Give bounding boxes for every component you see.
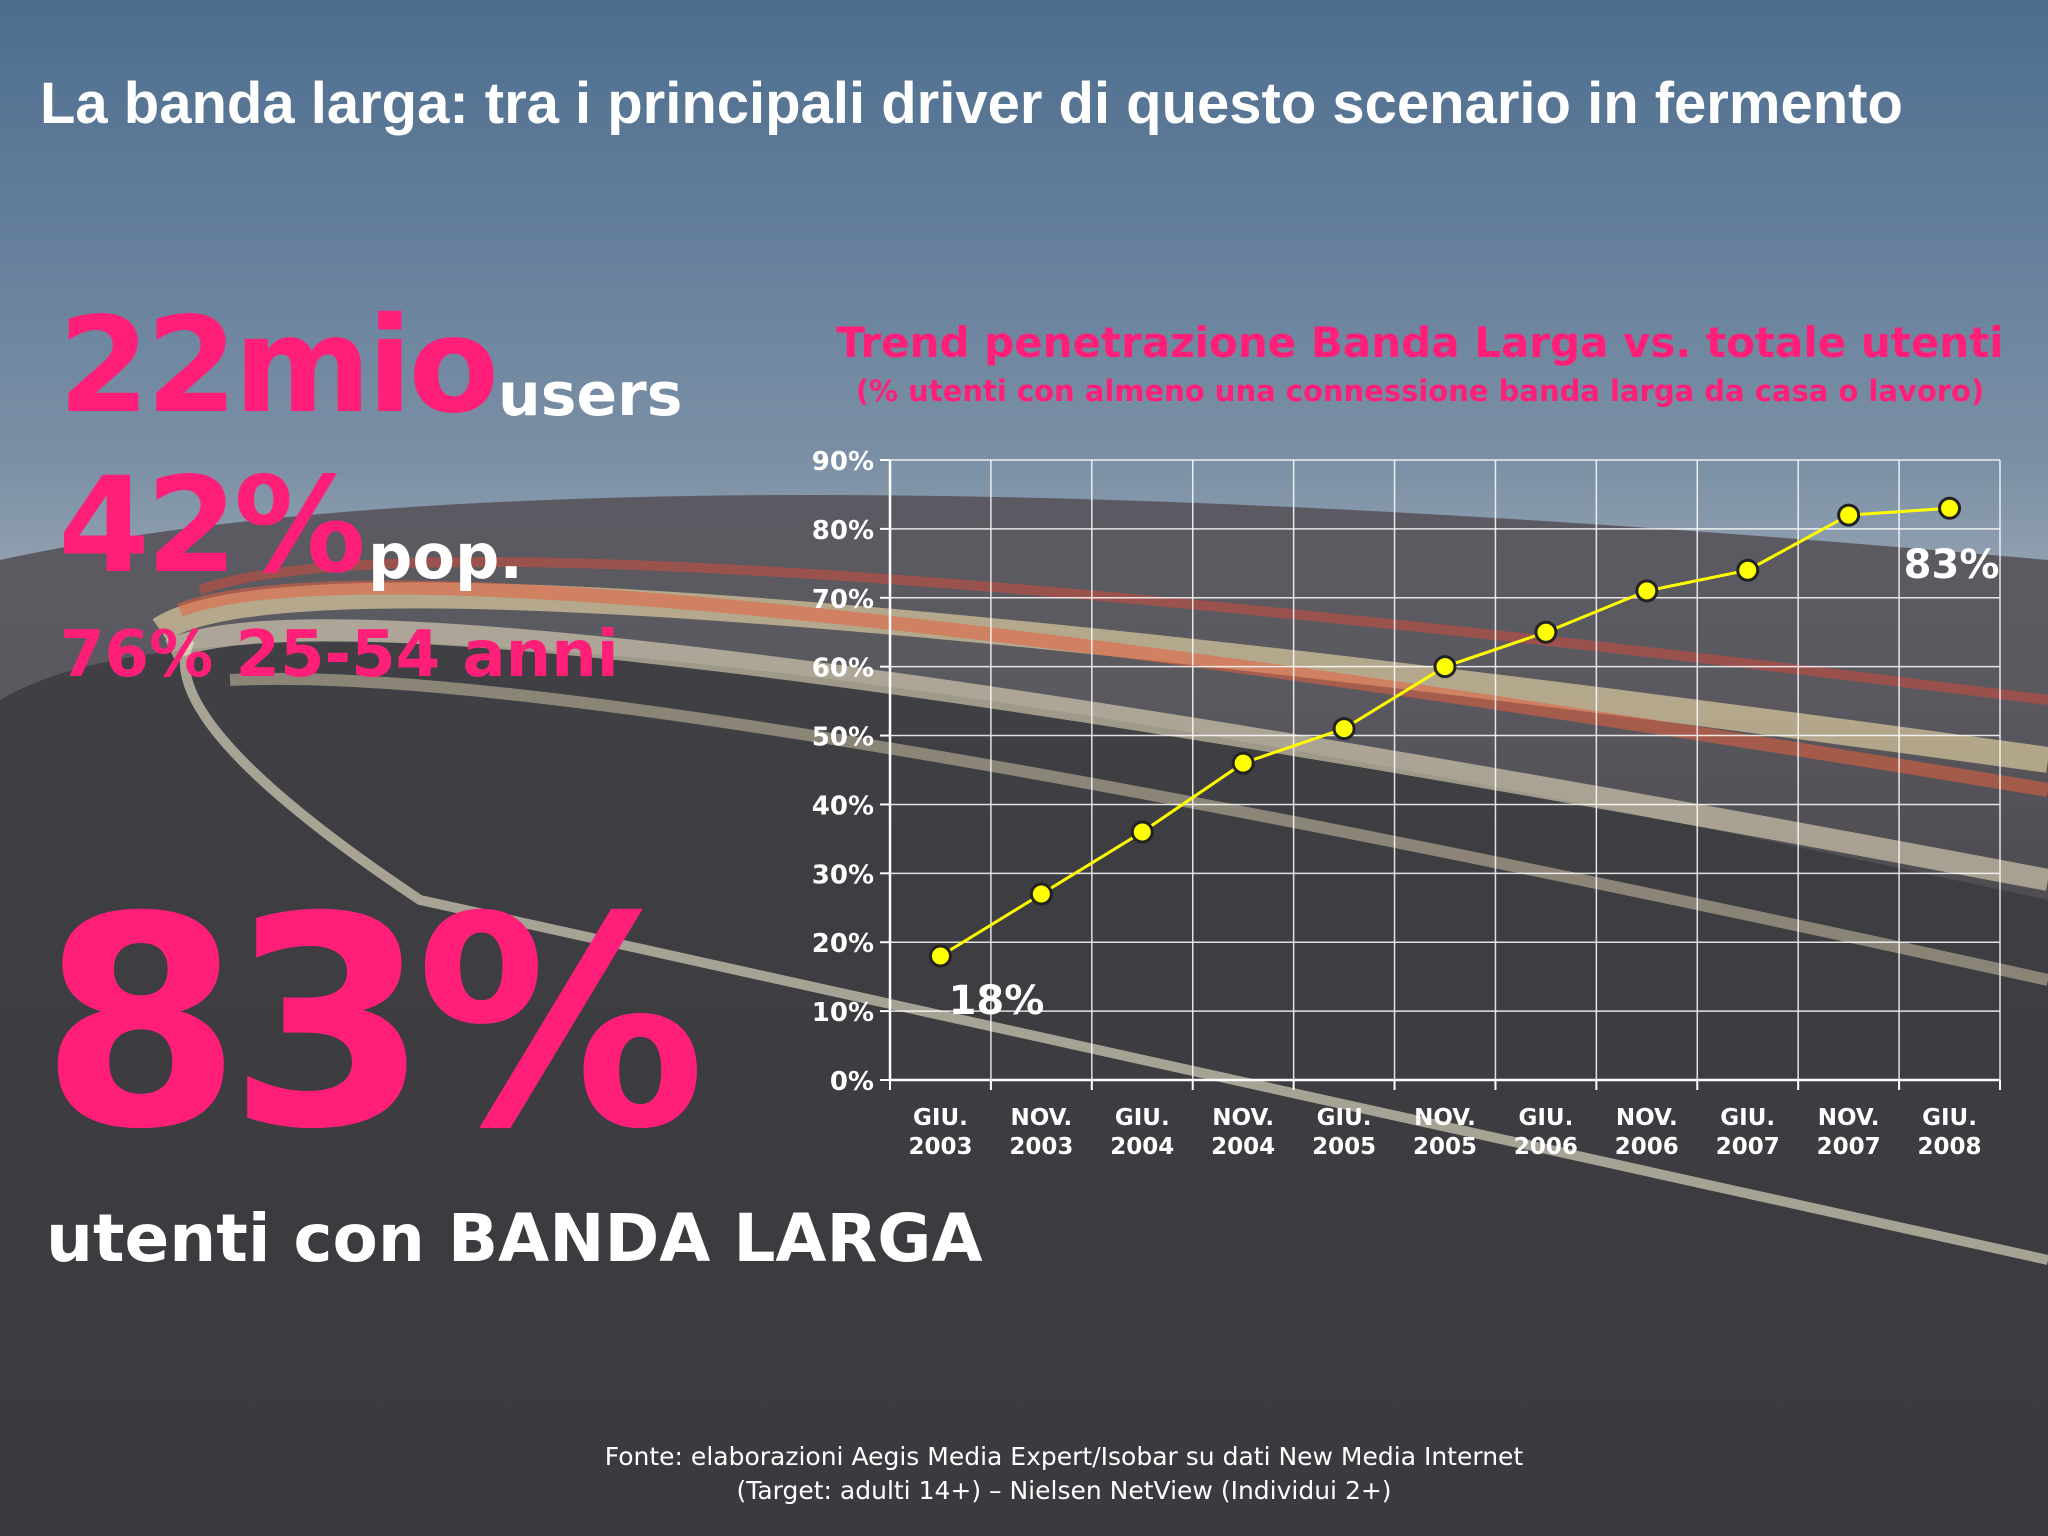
- x-tick-label-month: GIU.: [1720, 1105, 1775, 1131]
- x-tick-label-year: 2008: [1918, 1134, 1982, 1160]
- data-point: [1736, 558, 1760, 582]
- y-tick-label: 20%: [812, 929, 874, 959]
- broadband-percent-big: 83%: [40, 856, 706, 1193]
- x-tick-label-month: GIU.: [1518, 1105, 1573, 1131]
- source-note: Fonte: elaborazioni Aegis Media Expert/I…: [424, 1440, 1704, 1508]
- x-tick-label-year: 2005: [1413, 1134, 1477, 1160]
- data-point: [1837, 503, 1861, 527]
- x-tick-label-month: GIU.: [1317, 1105, 1372, 1131]
- data-point: [928, 944, 952, 968]
- x-tick-label-month: GIU.: [1115, 1105, 1170, 1131]
- x-tick-label-year: 2006: [1615, 1134, 1679, 1160]
- page-title: La banda larga: tra i principali driver …: [40, 71, 1903, 136]
- broadband-percent-caption: utenti con BANDA LARGA: [46, 1200, 983, 1277]
- x-tick-label-year: 2003: [908, 1134, 972, 1160]
- series-points: [928, 496, 1962, 968]
- x-tick-label-year: 2007: [1817, 1134, 1881, 1160]
- y-tick-label: 70%: [812, 585, 874, 615]
- y-tick-label: 50%: [812, 723, 874, 753]
- x-tick-label-month: NOV.: [1212, 1105, 1274, 1131]
- chart-subtitle: (% utenti con almeno una connessione ban…: [855, 374, 1985, 408]
- age-group-stat: 76% 25-54 anni: [60, 618, 619, 692]
- users-count-value: 22mio: [58, 289, 499, 443]
- x-tick-label-month: GIU.: [1922, 1105, 1977, 1131]
- users-count-unit: users: [498, 360, 683, 430]
- x-tick-label-year: 2004: [1211, 1134, 1275, 1160]
- source-line-1: Fonte: elaborazioni Aegis Media Expert/I…: [604, 1442, 1524, 1471]
- chart-axes: [880, 459, 2001, 1090]
- data-point: [1231, 751, 1255, 775]
- data-label: 18%: [949, 978, 1045, 1024]
- source-line-2: (Target: adulti 14+) – Nielsen NetView (…: [736, 1475, 1392, 1505]
- x-tick-label-year: 2007: [1716, 1134, 1780, 1160]
- data-point: [1029, 882, 1053, 906]
- data-point: [1938, 496, 1962, 520]
- y-tick-label: 60%: [812, 654, 874, 684]
- x-axis-ticks: GIU. 2003 NOV. 2003 GIU. 2004 NOV. 2004 GIU. 2005…: [908, 1105, 1981, 1160]
- data-label: 83%: [1904, 542, 2000, 588]
- data-point: [1332, 717, 1356, 741]
- y-tick-label: 30%: [812, 860, 874, 890]
- y-tick-label: 80%: [812, 516, 874, 546]
- data-labels: 18% 83%: [949, 542, 2000, 1024]
- y-tick-label: 90%: [812, 447, 874, 477]
- population-percent-value: 42%: [58, 449, 366, 603]
- data-point: [1635, 579, 1659, 603]
- population-percent-unit: pop.: [368, 520, 523, 593]
- x-tick-label-month: NOV.: [1010, 1105, 1072, 1131]
- x-tick-label-month: NOV.: [1616, 1105, 1678, 1131]
- y-tick-label: 0%: [830, 1067, 874, 1097]
- x-tick-label-year: 2003: [1009, 1134, 1073, 1160]
- data-point: [1130, 820, 1154, 844]
- chart-title: Trend penetrazione Banda Larga vs. total…: [836, 318, 2004, 367]
- x-tick-label-year: 2004: [1110, 1134, 1174, 1160]
- x-tick-label-year: 2005: [1312, 1134, 1376, 1160]
- y-axis-ticks: 0% 10% 20% 30% 40% 50% 60% 70% 80% 90%: [812, 447, 874, 1097]
- y-tick-label: 40%: [812, 791, 874, 821]
- chart-grid: [889, 459, 2001, 1081]
- data-point: [1534, 620, 1558, 644]
- x-tick-label-year: 2006: [1514, 1134, 1578, 1160]
- y-tick-label: 10%: [812, 998, 874, 1028]
- broadband-trend-line-chart: 0% 10% 20% 30% 40% 50% 60% 70% 80% 90% GIU. 2003 NO…: [812, 447, 2001, 1160]
- x-tick-label-month: NOV.: [1818, 1105, 1880, 1131]
- x-tick-label-month: NOV.: [1414, 1105, 1476, 1131]
- x-tick-label-month: GIU.: [913, 1105, 968, 1131]
- data-point: [1433, 655, 1457, 679]
